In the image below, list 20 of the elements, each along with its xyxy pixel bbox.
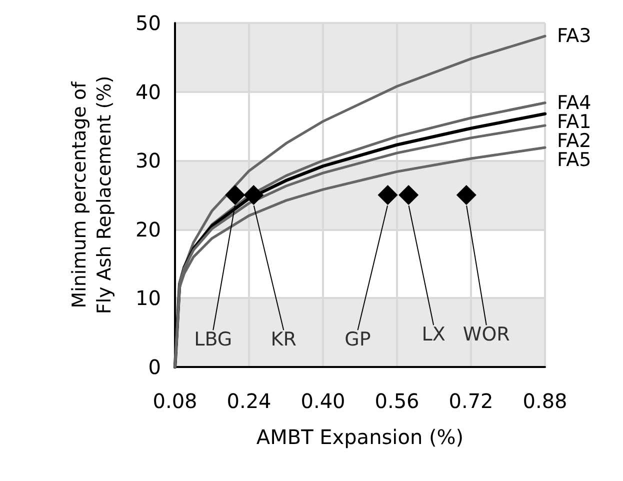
- annotation: WOR: [462, 324, 510, 346]
- x-tick-label: 0.88: [522, 389, 568, 413]
- y-tick-label: 20: [136, 217, 161, 242]
- y-tick-label: 10: [136, 286, 161, 310]
- annotation: GP: [344, 328, 371, 351]
- annotation: KR: [270, 328, 296, 351]
- y-tick-label: 30: [136, 148, 161, 173]
- x-tick-label: 0.24: [226, 389, 272, 413]
- series-label: FA3: [557, 25, 592, 48]
- x-tick-label: 0.56: [374, 389, 420, 413]
- annotation: LX: [422, 324, 446, 346]
- x-tick-label: 0.08: [152, 389, 198, 413]
- x-axis-title: AMBT Expansion (%): [256, 425, 464, 449]
- x-tick-label: 0.40: [300, 389, 346, 413]
- annotation: LBG: [194, 328, 232, 351]
- y-tick-label: 40: [136, 80, 161, 104]
- y-tick-label: 50: [136, 11, 161, 35]
- y-tick-label: 0: [148, 355, 161, 379]
- x-tick-label: 0.72: [448, 389, 494, 413]
- y-axis-title: Minimum percentage of Fly Ash Replacement (%): [68, 76, 116, 314]
